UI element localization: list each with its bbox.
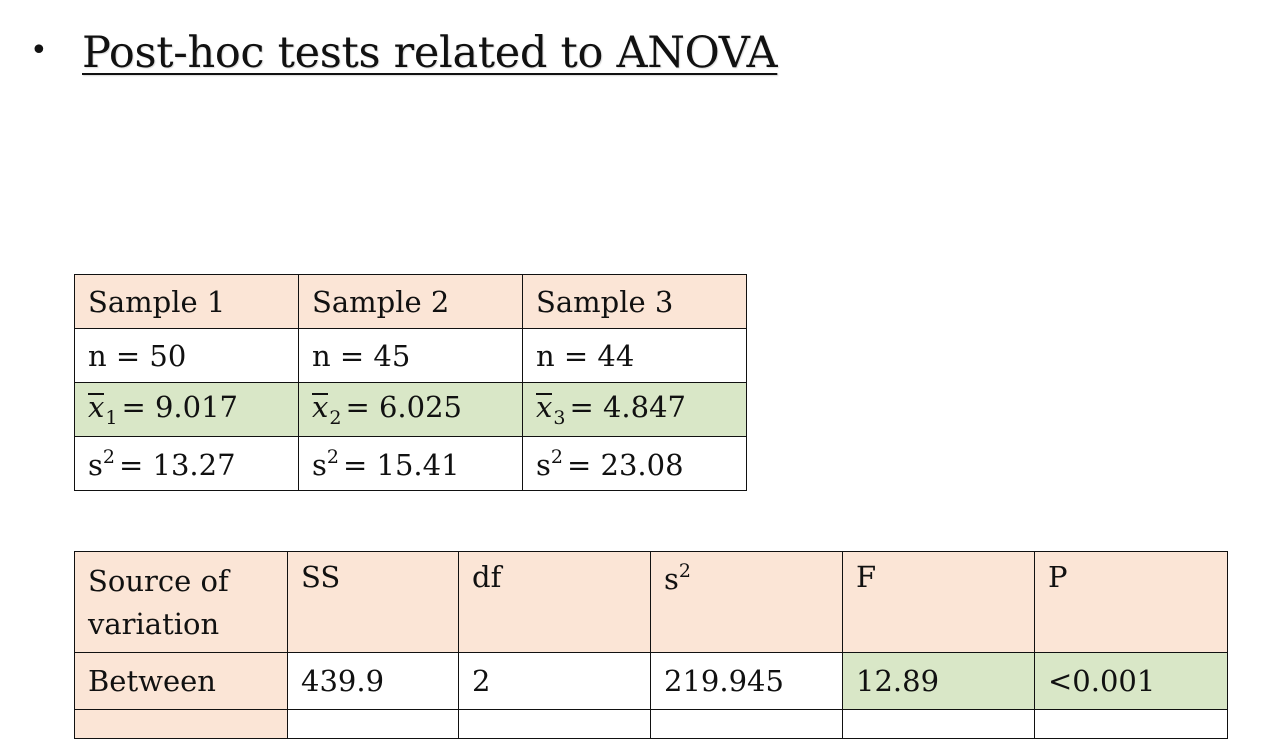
table-cell bbox=[287, 709, 459, 739]
mean-value: = 9.017 bbox=[121, 390, 238, 424]
table-header-cell: df bbox=[458, 551, 651, 653]
table-header-cell: Source of variation bbox=[74, 551, 288, 653]
table-header-cell: SS bbox=[287, 551, 459, 653]
table-cell: n = 44 bbox=[522, 328, 747, 383]
mean-symbol: x bbox=[88, 390, 105, 424]
mean-symbol: x bbox=[312, 390, 329, 424]
table-cell: x1 = 9.017 bbox=[74, 382, 299, 437]
table-row: Between 439.9 2 219.945 12.89 <0.001 bbox=[74, 652, 1228, 710]
table-header-cell: Sample 3 bbox=[522, 274, 747, 329]
table-cell: n = 45 bbox=[298, 328, 523, 383]
variance-symbol: s bbox=[664, 562, 679, 596]
table-row: Source of variation SS df s2 F P bbox=[74, 551, 1228, 653]
table-cell: <0.001 bbox=[1034, 652, 1228, 710]
table-cell: x2 = 6.025 bbox=[298, 382, 523, 437]
mean-value: = 6.025 bbox=[345, 390, 462, 424]
table-cell: s2 = 15.41 bbox=[298, 436, 523, 491]
table-cell: s2 = 23.08 bbox=[522, 436, 747, 491]
table-cell bbox=[458, 709, 651, 739]
bullet-point: • bbox=[30, 33, 48, 68]
mean-subscript: 3 bbox=[553, 407, 566, 429]
mean-subscript: 2 bbox=[329, 407, 342, 429]
variance-symbol: s bbox=[312, 447, 327, 482]
sample-statistics-table: Sample 1 Sample 2 Sample 3 n = 50 n = 45… bbox=[74, 274, 747, 491]
mean-value: = 4.847 bbox=[569, 390, 686, 424]
table-header-cell: P bbox=[1034, 551, 1228, 653]
mean-symbol: x bbox=[536, 390, 553, 424]
table-cell bbox=[842, 709, 1035, 739]
table-cell: 219.945 bbox=[650, 652, 843, 710]
table-header-cell: F bbox=[842, 551, 1035, 653]
table-cell: x3 = 4.847 bbox=[522, 382, 747, 437]
anova-table: Source of variation SS df s2 F P Between… bbox=[74, 551, 1228, 739]
variance-value: = 13.27 bbox=[118, 447, 236, 482]
table-header-cell: s2 bbox=[650, 551, 843, 653]
table-cell: Between bbox=[74, 652, 288, 710]
table-cell: 439.9 bbox=[287, 652, 459, 710]
table-row: n = 50 n = 45 n = 44 bbox=[74, 328, 747, 383]
variance-value: = 23.08 bbox=[566, 447, 684, 482]
variance-exponent: 2 bbox=[102, 445, 115, 468]
variance-value: = 15.41 bbox=[342, 447, 460, 482]
slide-title: Post-hoc tests related to ANOVA bbox=[82, 28, 778, 78]
table-row: Sample 1 Sample 2 Sample 3 bbox=[74, 274, 747, 329]
table-cell: 2 bbox=[458, 652, 651, 710]
table-header-cell: Sample 1 bbox=[74, 274, 299, 329]
variance-exponent: 2 bbox=[678, 560, 691, 582]
table-cell: n = 50 bbox=[74, 328, 299, 383]
slide-title-row: • Post-hoc tests related to ANOVA bbox=[30, 28, 778, 78]
variance-exponent: 2 bbox=[550, 445, 563, 468]
table-row bbox=[74, 709, 1228, 739]
table-row: s2 = 13.27 s2 = 15.41 s2 = 23.08 bbox=[74, 436, 747, 491]
variance-exponent: 2 bbox=[326, 445, 339, 468]
table-cell bbox=[74, 709, 288, 739]
mean-subscript: 1 bbox=[105, 407, 118, 429]
table-cell: 12.89 bbox=[842, 652, 1035, 710]
variance-symbol: s bbox=[536, 447, 551, 482]
table-cell bbox=[650, 709, 843, 739]
table-cell: s2 = 13.27 bbox=[74, 436, 299, 491]
table-cell bbox=[1034, 709, 1228, 739]
table-header-cell: Sample 2 bbox=[298, 274, 523, 329]
variance-symbol: s bbox=[88, 447, 103, 482]
table-row: x1 = 9.017 x2 = 6.025 x3 = 4.847 bbox=[74, 382, 747, 437]
